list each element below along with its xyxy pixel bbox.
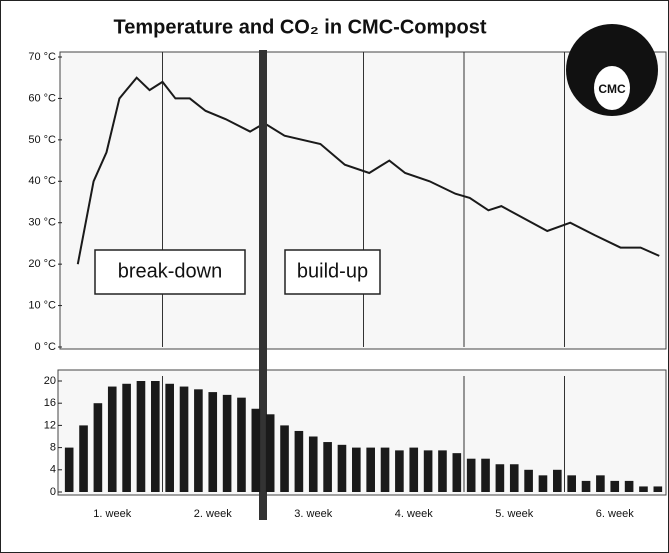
bar (423, 450, 433, 492)
bar (380, 447, 390, 492)
bar (194, 389, 203, 492)
bar (538, 475, 548, 492)
bar (653, 486, 663, 492)
bar (409, 447, 419, 492)
x-tick-label: 5. week (495, 508, 533, 520)
annotation-box (94, 249, 246, 295)
logo-text: CMC (598, 82, 626, 96)
y-tick-label: 20 °C (28, 258, 56, 270)
bar (481, 458, 490, 492)
bar (151, 381, 160, 492)
bar (208, 392, 218, 492)
bar (509, 464, 519, 492)
annotation: build-up (297, 260, 368, 282)
bar (323, 442, 332, 492)
bar (265, 414, 275, 492)
y-tick-label: 30 °C (28, 217, 56, 229)
bar (553, 469, 562, 492)
bar (495, 464, 505, 492)
y-tick-label: 40 °C (28, 175, 56, 187)
divider (259, 50, 267, 520)
y-tick-label: 20 (44, 375, 56, 387)
bar (251, 408, 261, 492)
y-tick-label: 60 °C (28, 92, 56, 104)
x-tick-label: 3. week (294, 508, 332, 520)
bar (466, 458, 476, 492)
y-tick-label: 70 °C (28, 51, 56, 63)
bar (366, 447, 375, 492)
bar (107, 386, 117, 492)
bar (122, 383, 131, 492)
bar (567, 475, 576, 492)
y-tick-label: 50 °C (28, 134, 56, 146)
y-tick-label: 12 (44, 419, 56, 431)
bar (237, 397, 246, 492)
logo-egg (594, 66, 630, 110)
bar (352, 447, 361, 492)
y-tick-label: 4 (50, 464, 56, 476)
bar (596, 475, 605, 492)
annotation: break-down (118, 260, 223, 282)
temperature-line (76, 76, 660, 265)
y-tick-label: 0 °C (34, 341, 56, 353)
y-tick-label: 16 (44, 397, 56, 409)
bar (308, 436, 318, 492)
x-tick-label: 1. week (93, 508, 131, 520)
bar (294, 430, 304, 492)
bar (136, 381, 146, 492)
x-tick-label: 4. week (395, 508, 433, 520)
bar (64, 447, 74, 492)
y-tick-label: 8 (50, 442, 56, 454)
bar (337, 444, 347, 492)
y-tick-label: 10 °C (28, 299, 56, 311)
bar (452, 453, 462, 492)
logo: CMC (566, 24, 658, 116)
bar (179, 386, 189, 492)
bar (624, 480, 634, 492)
bar (395, 450, 404, 492)
bar (581, 480, 591, 492)
bar (639, 486, 648, 492)
chart-title: Temperature and CO₂ in CMC-Compost (114, 16, 487, 38)
bar (222, 394, 232, 492)
bar (524, 469, 533, 492)
bar (610, 480, 620, 492)
bar (165, 383, 174, 492)
x-tick-label: 6. week (596, 508, 634, 520)
bar (79, 425, 88, 492)
bar (93, 403, 103, 492)
x-tick-label: 2. week (194, 508, 232, 520)
bar (280, 425, 289, 492)
y-tick-label: 0 (50, 486, 56, 498)
annotation-box (284, 249, 381, 295)
bar (438, 450, 447, 492)
